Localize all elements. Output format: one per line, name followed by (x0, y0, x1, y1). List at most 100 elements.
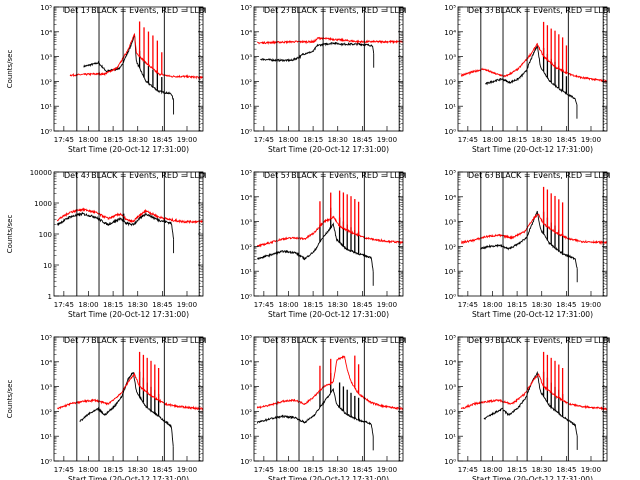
x-tick-label: 19:00 (377, 301, 397, 309)
y-axis-label: Counts/sec (6, 50, 14, 89)
y-tick-label: 10⁵ (240, 169, 252, 177)
panel-det-7: 10⁰ 10¹ 10² 10³ 10⁴ 10⁵ 17:45 18:00 18:15 18:30 18… (6, 334, 206, 480)
y-tick-label: 10³ (240, 384, 252, 392)
x-tick-label: 18:15 (303, 136, 323, 144)
y-tick-label: 10² (444, 243, 456, 251)
plot-frame (53, 6, 204, 132)
panel-title: Det 9: BLACK = Events, RED = LLD (468, 336, 609, 345)
x-tick-label: 18:30 (128, 466, 148, 474)
lld-rate-line (56, 207, 204, 225)
plot-frame (53, 171, 204, 297)
x-tick-label: 19:00 (377, 136, 397, 144)
x-tick-label: 18:00 (78, 301, 98, 309)
y-tick-label: 10² (40, 408, 52, 416)
lld-rate-line (460, 213, 608, 246)
x-tick-label: 18:00 (482, 466, 502, 474)
x-tick-label: 18:00 (78, 466, 98, 474)
panel-det-2: 10⁰ 10¹ 10² 10³ 10⁴ 10⁵ 17:45 18:00 18:15 18:30 18… (240, 4, 406, 154)
lld-rate-line (69, 32, 203, 80)
panel-title: Det 7: BLACK = Events, RED = LLD (64, 336, 205, 345)
x-axis-label: Start Time (20-Oct-12 17:31:00) (268, 475, 389, 480)
y-tick-label: 10⁴ (240, 29, 252, 37)
x-axis-label: Start Time (20-Oct-12 17:31:00) (472, 145, 593, 154)
x-tick-label: 19:00 (177, 466, 197, 474)
panel-det-6: 10⁰ 10¹ 10² 10³ 10⁴ 10⁵ 17:45 18:00 18:15 18:30 18… (444, 169, 610, 319)
y-tick-label: 10² (240, 408, 252, 416)
x-tick-label: 17:45 (54, 136, 74, 144)
x-tick-label: 19:00 (581, 136, 601, 144)
y-tick-label: 10⁵ (240, 4, 252, 12)
x-tick-label: 18:45 (352, 466, 372, 474)
panel-det-1: 10⁰ 10¹ 10² 10³ 10⁴ 10⁵ 17:45 18:00 18:15 18:30 18… (6, 4, 206, 154)
x-tick-label: 18:00 (482, 136, 502, 144)
y-tick-label: 10³ (40, 54, 52, 62)
x-tick-label: 19:00 (177, 301, 197, 309)
panel-title: Det 1: BLACK = Events, RED = LLD (64, 6, 205, 15)
panel-title: Det 6: BLACK = Events, RED = LLD (468, 171, 609, 180)
y-tick-label: 10² (444, 78, 456, 86)
y-tick-label: 10⁴ (444, 359, 456, 367)
x-tick-label: 18:15 (303, 466, 323, 474)
y-tick-label: 10⁵ (40, 334, 52, 342)
panel-title: Det 8: BLACK = Events, RED = LLD (264, 336, 405, 345)
lld-rate-line (460, 373, 608, 411)
x-tick-label: 19:00 (377, 466, 397, 474)
x-axis-label: Start Time (20-Oct-12 17:31:00) (472, 475, 593, 480)
panel-det-9: 10⁰ 10¹ 10² 10³ 10⁴ 10⁵ 17:45 18:00 18:15 18:30 18… (444, 334, 610, 480)
plot-frame (253, 336, 404, 462)
y-tick-label: 10² (240, 243, 252, 251)
y-tick-label: 10000 (30, 169, 52, 177)
event-rate-line (479, 210, 578, 269)
x-tick-label: 17:45 (54, 301, 74, 309)
plot-frame (53, 336, 204, 462)
event-rate-line (260, 41, 375, 63)
x-axis-label: Start Time (20-Oct-12 17:31:00) (68, 475, 189, 480)
x-tick-label: 18:30 (128, 301, 148, 309)
x-tick-label: 19:00 (177, 136, 197, 144)
y-tick-label: 1000 (34, 200, 52, 208)
x-tick-label: 18:45 (152, 136, 172, 144)
y-tick-label: 10³ (240, 219, 252, 227)
y-tick-label: 10⁴ (240, 194, 252, 202)
x-tick-label: 18:30 (328, 301, 348, 309)
panel-det-8: 10⁰ 10¹ 10² 10³ 10⁴ 10⁵ 17:45 18:00 18:15 18:30 18… (240, 334, 406, 480)
y-tick-label: 10⁴ (240, 359, 252, 367)
x-tick-label: 18:45 (152, 301, 172, 309)
y-tick-label: 10³ (40, 384, 52, 392)
y-tick-label: 10¹ (240, 268, 252, 276)
x-tick-label: 18:15 (507, 301, 527, 309)
y-tick-label: 10² (240, 78, 252, 86)
x-tick-label: 18:30 (328, 466, 348, 474)
x-tick-label: 17:45 (458, 301, 478, 309)
x-tick-label: 17:45 (458, 136, 478, 144)
x-tick-label: 18:00 (78, 136, 98, 144)
x-tick-label: 17:45 (254, 136, 274, 144)
panel-det-3: 10⁰ 10¹ 10² 10³ 10⁴ 10⁵ 17:45 18:00 18:15 18:30 18… (444, 4, 610, 154)
x-tick-label: 18:30 (532, 136, 552, 144)
x-tick-label: 18:15 (103, 466, 123, 474)
y-tick-label: 10⁰ (444, 458, 456, 466)
x-tick-label: 18:45 (556, 466, 576, 474)
y-axis-label: Counts/sec (6, 380, 14, 419)
lld-rate-line (256, 215, 404, 248)
x-tick-label: 18:15 (103, 301, 123, 309)
y-tick-label: 10¹ (240, 433, 252, 441)
x-tick-label: 18:45 (352, 136, 372, 144)
y-tick-label: 10¹ (444, 433, 456, 441)
x-tick-label: 18:45 (152, 466, 172, 474)
x-axis-label: Start Time (20-Oct-12 17:31:00) (268, 145, 389, 154)
x-tick-label: 17:45 (458, 466, 478, 474)
x-tick-label: 19:00 (581, 466, 601, 474)
x-tick-label: 18:15 (507, 466, 527, 474)
y-tick-label: 10⁴ (444, 194, 456, 202)
plot-frame (457, 171, 608, 297)
lld-rate-line (460, 42, 608, 83)
panel-title: Det 4: BLACK = Events, RED = LLD (64, 171, 205, 180)
x-tick-label: 18:30 (532, 466, 552, 474)
y-tick-label: 10⁰ (40, 128, 52, 136)
y-tick-label: 10³ (444, 384, 456, 392)
x-axis-label: Start Time (20-Oct-12 17:31:00) (472, 310, 593, 319)
x-tick-label: 18:30 (128, 136, 148, 144)
y-tick-label: 10⁵ (444, 334, 456, 342)
